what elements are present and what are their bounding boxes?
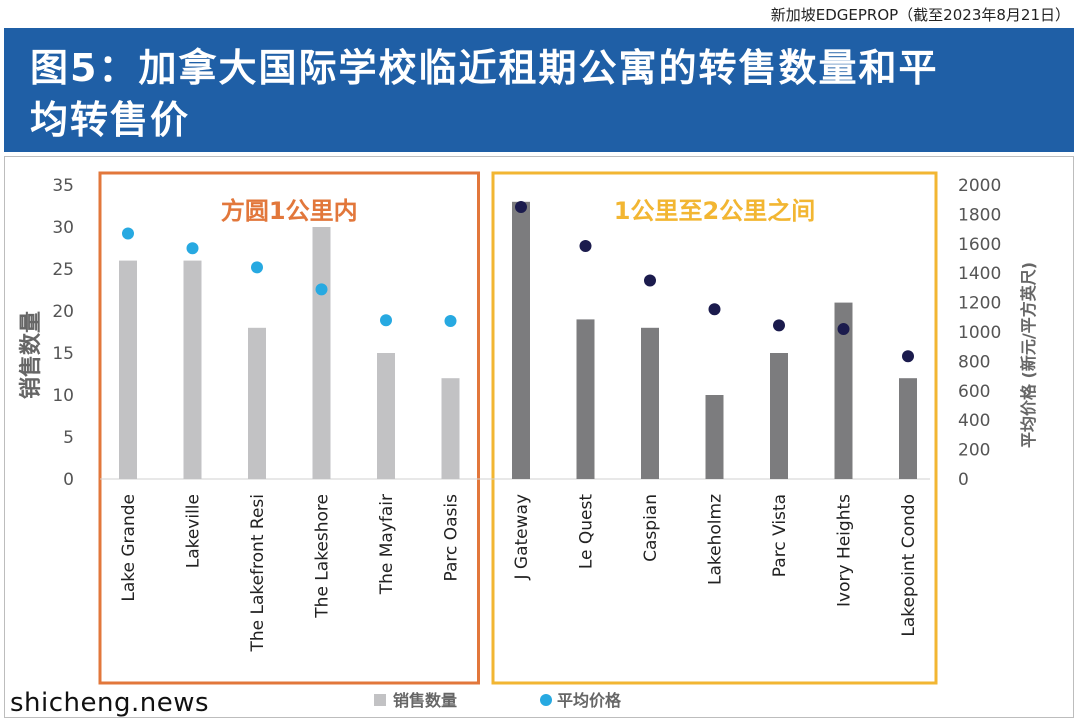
price-point bbox=[837, 323, 850, 336]
bar bbox=[441, 378, 460, 479]
price-point bbox=[708, 303, 721, 316]
y2-tick-label: 1800 bbox=[958, 205, 1001, 225]
x-tick-label: J Gateway bbox=[512, 494, 532, 581]
y-tick-label: 30 bbox=[52, 218, 74, 238]
x-tick-label: Lake Grande bbox=[119, 494, 139, 602]
title-banner: 图5：加拿大国际学校临近租期公寓的转售数量和平 均转售价 bbox=[4, 28, 1074, 152]
price-point bbox=[444, 314, 457, 327]
y2-tick-label: 400 bbox=[958, 411, 990, 431]
price-point bbox=[186, 242, 199, 255]
bar bbox=[312, 227, 331, 479]
legend-label-dot: 平均价格 bbox=[557, 691, 622, 710]
price-point bbox=[644, 274, 656, 287]
watermark: shicheng.news bbox=[10, 688, 210, 718]
chart-title-line2: 均转售价 bbox=[30, 98, 191, 142]
bar bbox=[512, 201, 530, 480]
chart-frame bbox=[4, 156, 1074, 718]
bar bbox=[119, 260, 137, 479]
x-tick-label: Lakeholmz bbox=[706, 494, 726, 585]
bar bbox=[377, 353, 395, 479]
price-point bbox=[902, 350, 914, 363]
price-point bbox=[251, 261, 263, 274]
bar bbox=[576, 319, 595, 479]
legend-swatch-bar bbox=[374, 694, 386, 706]
y-tick-label: 5 bbox=[63, 428, 74, 448]
x-tick-label: Ivory Heights bbox=[835, 494, 855, 607]
price-point bbox=[515, 201, 527, 214]
y-tick-label: 0 bbox=[63, 470, 74, 490]
x-tick-label: Parc Oasis bbox=[442, 494, 462, 582]
group-box-2 bbox=[491, 171, 938, 685]
y2-tick-label: 1200 bbox=[958, 294, 1001, 314]
y2-tick-label: 800 bbox=[958, 352, 990, 372]
price-point bbox=[773, 319, 785, 332]
group-label-1: 方圆1公里内 bbox=[221, 197, 358, 225]
y-tick-label: 35 bbox=[52, 176, 74, 196]
price-point bbox=[579, 240, 592, 253]
y2-tick-label: 1000 bbox=[958, 323, 1001, 343]
chart-title-line1: 图5：加拿大国际学校临近租期公寓的转售数量和平 bbox=[30, 46, 939, 90]
x-tick-label: Lakeville bbox=[184, 494, 204, 568]
x-tick-label: Le Quest bbox=[577, 494, 597, 570]
x-tick-label: The Mayfair bbox=[377, 494, 397, 595]
bar bbox=[641, 327, 659, 479]
price-point bbox=[315, 283, 328, 296]
group-box-1 bbox=[98, 171, 480, 685]
y2-tick-label: 1600 bbox=[958, 235, 1001, 255]
bar bbox=[705, 395, 724, 479]
y2-tick-label: 1400 bbox=[958, 264, 1001, 284]
y2-tick-label: 200 bbox=[958, 441, 990, 461]
y-tick-label: 20 bbox=[52, 302, 74, 322]
x-tick-label: The Lakefront Resi bbox=[248, 494, 268, 653]
x-tick-label: The Lakeshore bbox=[313, 494, 333, 619]
y2-tick-label: 0 bbox=[958, 470, 969, 490]
y-tick-label: 10 bbox=[52, 386, 74, 406]
bar bbox=[183, 260, 202, 479]
group-label-2: 1公里至2公里之间 bbox=[614, 197, 815, 225]
bar bbox=[770, 353, 788, 479]
source-note: 新加坡EDGEPROP（截至2023年8月21日） bbox=[770, 6, 1070, 24]
legend-swatch-dot bbox=[540, 694, 552, 706]
x-tick-label: Lakepoint Condo bbox=[899, 494, 919, 637]
y-tick-label: 15 bbox=[52, 344, 74, 364]
y2-tick-label: 2000 bbox=[958, 176, 1001, 196]
y2-tick-label: 600 bbox=[958, 382, 990, 402]
legend-label-bar: 销售数量 bbox=[393, 691, 457, 710]
y-tick-label: 25 bbox=[52, 260, 74, 280]
bar bbox=[248, 327, 266, 479]
x-tick-label: Caspian bbox=[641, 494, 661, 562]
price-point bbox=[380, 314, 392, 327]
price-point bbox=[122, 227, 134, 240]
bar bbox=[834, 302, 853, 479]
bar bbox=[899, 378, 917, 479]
y-axis-title: 销售数量 bbox=[18, 311, 44, 399]
y2-axis-title: 平均价格 (新元/平方英尺) bbox=[1019, 262, 1038, 448]
x-tick-label: Parc Vista bbox=[770, 494, 790, 577]
